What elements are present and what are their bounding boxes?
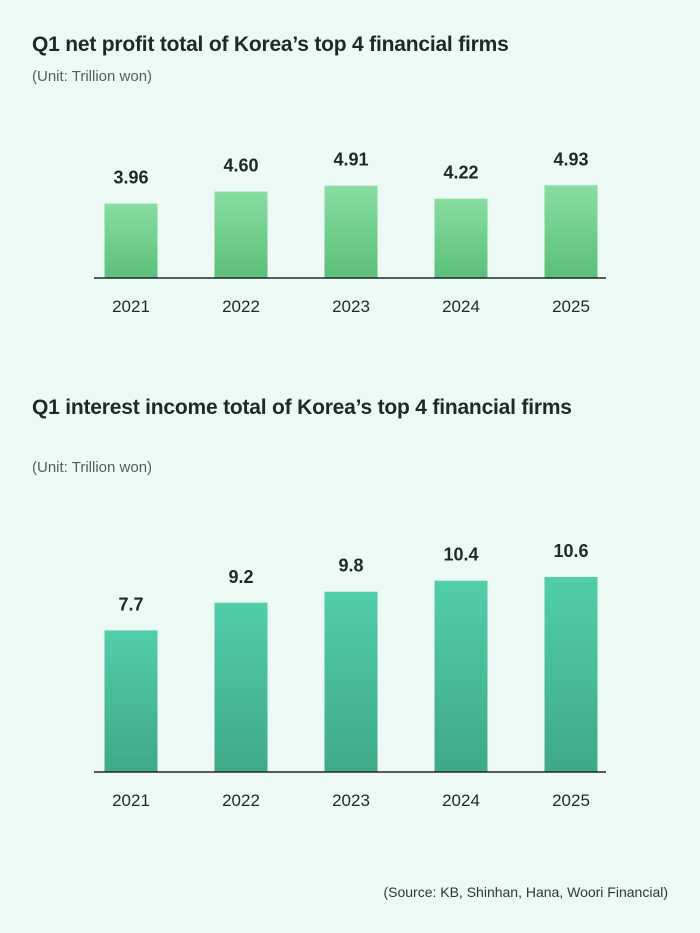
chart1-value-label-2025: 4.93 [553, 149, 588, 169]
chart2-tick-label-2024: 2024 [442, 791, 480, 810]
chart1-tick-label-2021: 2021 [112, 297, 150, 316]
chart2-bar-2024 [434, 580, 488, 772]
chart2-bar-2021 [104, 630, 158, 772]
chart2-bar-2023 [324, 591, 378, 772]
chart2-value-label-2023: 9.8 [338, 556, 363, 576]
source-note: (Source: KB, Shinhan, Hana, Woori Financ… [383, 884, 668, 900]
chart1-value-label-2022: 4.60 [223, 156, 258, 176]
chart1-unit-label: (Unit: Trillion won) [32, 68, 153, 85]
chart1-tick-label-2024: 2024 [442, 297, 480, 316]
chart2-plot: 7.7 2021 9.2 2022 9.8 2023 10.4 2024 10.6 2025 [94, 541, 606, 810]
chart1-tick-label-2023: 2023 [332, 297, 370, 316]
chart1-value-label-2023: 4.91 [333, 150, 368, 170]
chart1-bar-2021 [104, 203, 158, 278]
chart2-tick-label-2023: 2023 [332, 791, 370, 810]
chart1-title: Q1 net profit total of Korea’s top 4 fin… [32, 33, 509, 56]
chart1-value-label-2021: 3.96 [113, 168, 148, 188]
chart2-title: Q1 interest income total of Korea’s top … [32, 396, 572, 419]
chart1-bar-2023 [324, 185, 378, 278]
chart2-tick-label-2022: 2022 [222, 791, 260, 810]
chart2-tick-label-2021: 2021 [112, 791, 150, 810]
chart1-tick-label-2025: 2025 [552, 297, 590, 316]
chart2-bar-2022 [214, 602, 268, 772]
chart2-value-label-2021: 7.7 [118, 594, 143, 614]
chart1-bar-2022 [214, 191, 268, 278]
chart2-value-label-2025: 10.6 [553, 541, 588, 561]
chart1-tick-label-2022: 2022 [222, 297, 260, 316]
chart2-value-label-2024: 10.4 [443, 545, 478, 565]
chart2-value-label-2022: 9.2 [228, 567, 253, 587]
chart1-value-label-2024: 4.22 [443, 163, 478, 183]
chart1-bar-2024 [434, 198, 488, 278]
chart2-unit-label: (Unit: Trillion won) [32, 459, 153, 476]
chart2-bar-2025 [544, 577, 598, 772]
chart2-tick-label-2025: 2025 [552, 791, 590, 810]
chart1-bar-2025 [544, 185, 598, 278]
chart1-plot: 3.96 2021 4.60 2022 4.91 2023 4.22 2024 4.93 2025 [94, 149, 606, 316]
